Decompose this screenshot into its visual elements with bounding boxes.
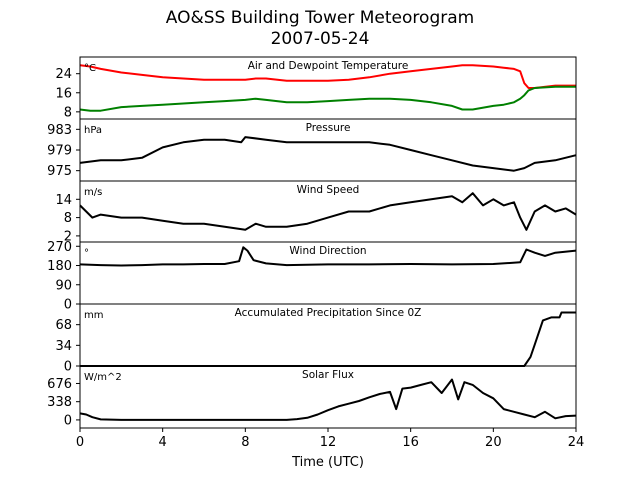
y-tick-label: 8	[64, 211, 72, 226]
x-tick-label: 4	[159, 435, 167, 450]
y-tick-label: 0	[64, 298, 72, 313]
panel-5: 0 34 68 mm Accumulated Precipitation Since 0…	[55, 303, 577, 375]
x-tick-label: 0	[76, 435, 84, 450]
y-tick-label: 983	[47, 123, 72, 138]
panel-6-title: Solar Flux	[302, 369, 354, 381]
panel-2-series-1-line	[79, 136, 577, 172]
x-tick-label: 16	[402, 435, 419, 450]
x-tick-label: 8	[241, 435, 249, 450]
y-tick-label: 2	[64, 229, 72, 244]
panel-5-series-1-line	[80, 311, 576, 367]
panel-5-title: Accumulated Precipitation Since 0Z	[235, 307, 422, 319]
y-tick-label: 270	[47, 240, 72, 255]
y-tick-label: 180	[47, 259, 72, 274]
y-tick-label: 338	[47, 395, 72, 410]
y-tick-label: 0	[64, 360, 72, 375]
y-tick-label: 16	[55, 86, 72, 101]
y-tick-label: 90	[55, 278, 72, 293]
panel-3-series-1-line	[79, 192, 577, 231]
x-tick-label: 24	[568, 435, 585, 450]
panel-4: 0 90 180 270 ° Wind Direction	[47, 240, 577, 313]
panel-3-title: Wind Speed	[297, 184, 360, 196]
panel-6-unit: W/m^2	[84, 372, 122, 383]
panel-3: 2 8 14 m/s Wind Speed	[55, 180, 577, 244]
y-tick-label: 68	[55, 318, 72, 333]
y-tick-label: 14	[55, 193, 72, 208]
figure-title-line-2: 2007-05-24	[270, 29, 370, 49]
figure-title-line-1: AO&SS Building Tower Meteorogram	[165, 8, 475, 28]
panel-6: 0 338 676 W/m^2 Solar Flux	[47, 365, 577, 429]
panel-1-title: Air and Dewpoint Temperature	[248, 60, 409, 72]
panel-2-unit: hPa	[84, 125, 102, 136]
panel-3-unit: m/s	[84, 187, 102, 198]
panel-1-series-2-line	[79, 85, 576, 112]
panel-4-title: Wind Direction	[289, 245, 366, 257]
panel-1-series-1-line	[79, 64, 576, 89]
y-tick-label: 34	[55, 339, 72, 354]
y-tick-label: 0	[64, 413, 72, 428]
panel-4-unit: °	[84, 248, 89, 259]
x-tick-label: 12	[320, 435, 337, 450]
panel-2-title: Pressure	[306, 122, 351, 134]
x-tick-label: 20	[485, 435, 502, 450]
panel-6-series-1-line	[79, 378, 577, 421]
x-axis-label: Time (UTC)	[291, 455, 364, 470]
y-tick-label: 979	[47, 144, 72, 159]
y-tick-label: 24	[55, 67, 72, 82]
panel-5-unit: mm	[84, 310, 103, 321]
y-tick-label: 676	[47, 377, 72, 392]
y-tick-label: 8	[64, 105, 72, 120]
y-tick-label: 975	[47, 164, 72, 179]
panel-2: 975 979 983 hPa Pressure	[47, 118, 577, 182]
panel-1: 8 16 24 °C Air and Dewpoint Temperature	[55, 56, 577, 120]
panel-4-series-1-line	[79, 246, 577, 267]
panel-1-unit: °C	[84, 63, 96, 74]
